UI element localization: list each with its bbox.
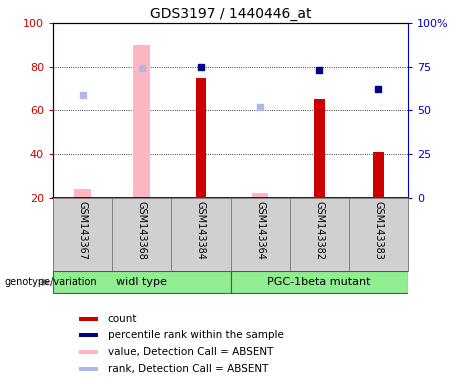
Bar <box>79 367 98 371</box>
Bar <box>74 189 91 198</box>
Bar <box>314 99 325 198</box>
Text: rank, Detection Call = ABSENT: rank, Detection Call = ABSENT <box>107 364 268 374</box>
Text: percentile rank within the sample: percentile rank within the sample <box>107 330 284 340</box>
Bar <box>252 194 268 198</box>
Bar <box>79 317 98 321</box>
Text: PGC-1beta mutant: PGC-1beta mutant <box>267 277 371 287</box>
Text: GSM143368: GSM143368 <box>137 202 147 260</box>
Text: GSM143383: GSM143383 <box>373 202 384 260</box>
Text: GSM143384: GSM143384 <box>196 202 206 260</box>
Text: genotype/variation: genotype/variation <box>5 277 97 287</box>
Bar <box>79 350 98 354</box>
Text: GSM143367: GSM143367 <box>77 202 88 260</box>
Text: value, Detection Call = ABSENT: value, Detection Call = ABSENT <box>107 347 273 357</box>
Text: widl type: widl type <box>116 277 167 287</box>
Bar <box>134 45 150 198</box>
Bar <box>79 333 98 337</box>
Text: count: count <box>107 314 137 324</box>
Text: GSM143364: GSM143364 <box>255 202 265 260</box>
Bar <box>53 271 230 293</box>
Text: GSM143382: GSM143382 <box>314 202 324 260</box>
Bar <box>195 78 206 198</box>
Title: GDS3197 / 1440446_at: GDS3197 / 1440446_at <box>150 7 311 21</box>
Bar <box>373 152 384 198</box>
Bar <box>230 271 408 293</box>
